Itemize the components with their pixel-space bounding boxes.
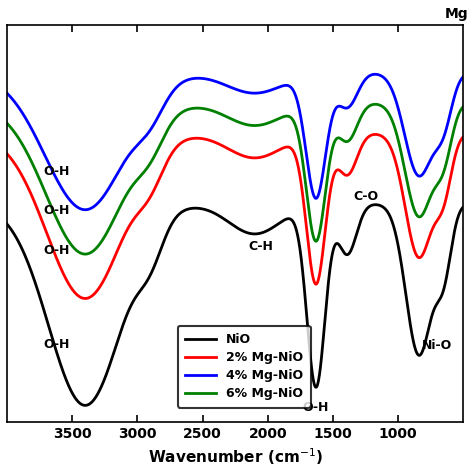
Line: 4% Mg-NiO: 4% Mg-NiO: [7, 74, 464, 210]
4% Mg-NiO: [179, 80, 184, 86]
2% Mg-NiO: [373, 132, 378, 137]
Text: Ni-O: Ni-O: [422, 339, 452, 352]
NiO: [461, 204, 466, 210]
4% Mg-NiO: [4, 90, 10, 96]
6% Mg-NiO: [345, 138, 350, 144]
Legend: NiO, 2% Mg-NiO, 4% Mg-NiO, 6% Mg-NiO: NiO, 2% Mg-NiO, 4% Mg-NiO, 6% Mg-NiO: [178, 326, 311, 408]
2% Mg-NiO: [278, 146, 283, 152]
2% Mg-NiO: [345, 173, 350, 178]
Line: 2% Mg-NiO: 2% Mg-NiO: [7, 135, 464, 299]
6% Mg-NiO: [373, 101, 378, 107]
4% Mg-NiO: [87, 206, 93, 211]
6% Mg-NiO: [4, 120, 10, 126]
NiO: [380, 204, 385, 210]
NiO: [301, 281, 307, 287]
2% Mg-NiO: [301, 202, 307, 208]
NiO: [179, 210, 184, 215]
2% Mg-NiO: [461, 134, 466, 139]
Text: O-H: O-H: [43, 165, 70, 178]
6% Mg-NiO: [380, 104, 385, 109]
2% Mg-NiO: [380, 134, 385, 139]
6% Mg-NiO: [87, 250, 93, 256]
6% Mg-NiO: [301, 168, 307, 173]
4% Mg-NiO: [373, 72, 378, 77]
4% Mg-NiO: [278, 83, 283, 89]
4% Mg-NiO: [461, 73, 466, 79]
4% Mg-NiO: [82, 207, 88, 212]
NiO: [345, 252, 350, 257]
2% Mg-NiO: [82, 296, 88, 301]
6% Mg-NiO: [278, 115, 283, 120]
Text: O-H: O-H: [303, 401, 329, 414]
Line: 6% Mg-NiO: 6% Mg-NiO: [7, 104, 464, 254]
6% Mg-NiO: [82, 251, 88, 257]
4% Mg-NiO: [380, 74, 385, 80]
Text: O-H: O-H: [43, 244, 70, 257]
NiO: [4, 221, 10, 227]
Text: Mg: Mg: [444, 7, 468, 21]
NiO: [82, 402, 88, 408]
Line: NiO: NiO: [7, 205, 464, 405]
Text: O-H: O-H: [43, 204, 70, 218]
NiO: [87, 401, 93, 407]
Text: C-O: C-O: [353, 191, 378, 203]
NiO: [373, 202, 378, 208]
X-axis label: Wavenumber (cm$^{-1}$): Wavenumber (cm$^{-1}$): [148, 447, 323, 467]
Text: C-H: C-H: [249, 240, 273, 253]
2% Mg-NiO: [179, 140, 184, 146]
2% Mg-NiO: [4, 151, 10, 156]
NiO: [278, 219, 283, 225]
4% Mg-NiO: [301, 134, 307, 139]
2% Mg-NiO: [87, 294, 93, 300]
4% Mg-NiO: [345, 105, 350, 110]
Text: O-H: O-H: [43, 338, 70, 351]
6% Mg-NiO: [179, 110, 184, 116]
6% Mg-NiO: [461, 104, 466, 109]
